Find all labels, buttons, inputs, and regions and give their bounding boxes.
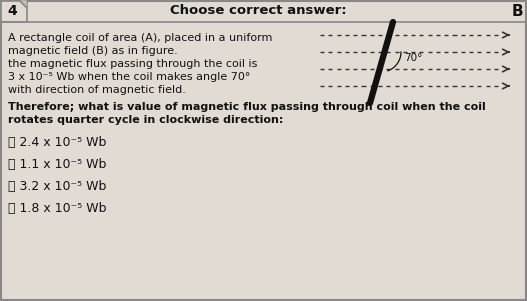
- Text: Therefore; what is value of magnetic flux passing through coil when the coil: Therefore; what is value of magnetic flu…: [8, 102, 486, 112]
- Text: B: B: [511, 4, 523, 18]
- Text: A rectangle coil of area (A), placed in a uniform: A rectangle coil of area (A), placed in …: [8, 33, 272, 43]
- Text: 4: 4: [7, 4, 17, 18]
- Polygon shape: [20, 1, 26, 7]
- Text: ⓐ 2.4 x 10⁻⁵ Wb: ⓐ 2.4 x 10⁻⁵ Wb: [8, 136, 106, 150]
- Text: 3 x 10⁻⁵ Wb when the coil makes angle 70°: 3 x 10⁻⁵ Wb when the coil makes angle 70…: [8, 72, 250, 82]
- Text: the magnetic flux passing through the coil is: the magnetic flux passing through the co…: [8, 59, 257, 69]
- Text: magnetic field (B) as in figure.: magnetic field (B) as in figure.: [8, 46, 178, 56]
- Text: Choose correct answer:: Choose correct answer:: [170, 5, 347, 17]
- Text: ⓒ 3.2 x 10⁻⁵ Wb: ⓒ 3.2 x 10⁻⁵ Wb: [8, 181, 106, 194]
- Text: ⓑ 1.1 x 10⁻⁵ Wb: ⓑ 1.1 x 10⁻⁵ Wb: [8, 159, 106, 172]
- Text: rotates quarter cycle in clockwise direction:: rotates quarter cycle in clockwise direc…: [8, 115, 284, 125]
- Text: 70°: 70°: [404, 53, 422, 63]
- Text: with direction of magnetic field.: with direction of magnetic field.: [8, 85, 186, 95]
- FancyBboxPatch shape: [1, 1, 27, 22]
- Text: ⓓ 1.8 x 10⁻⁵ Wb: ⓓ 1.8 x 10⁻⁵ Wb: [8, 203, 106, 216]
